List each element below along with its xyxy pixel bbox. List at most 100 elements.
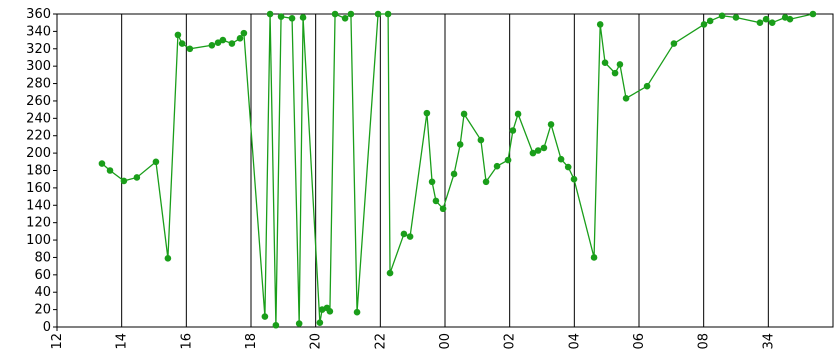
data-point: [174, 31, 182, 39]
data-point: [809, 10, 817, 18]
series-line: [101, 12, 814, 326]
x-tick-label: 12: [50, 333, 65, 350]
data-point: [106, 167, 114, 174]
data-point: [756, 19, 764, 26]
x-tick-label: 22: [373, 333, 388, 350]
data-point: [514, 110, 522, 118]
data-point: [706, 17, 714, 25]
x-tick-label: 14: [115, 333, 130, 350]
y-tick-label: 200: [26, 146, 51, 161]
data-point: [504, 156, 512, 164]
data-point: [482, 178, 490, 186]
data-point: [178, 40, 186, 47]
data-point: [353, 308, 361, 316]
data-point: [547, 121, 555, 128]
data-point: [400, 230, 408, 238]
data-point: [570, 175, 578, 183]
y-tick-label: 0: [43, 320, 51, 335]
data-point: [374, 10, 382, 18]
data-point: [406, 233, 414, 240]
data-point: [700, 21, 708, 28]
y-tick-label: 260: [26, 94, 51, 109]
data-point: [236, 35, 244, 42]
data-point: [601, 59, 609, 66]
data-point: [240, 29, 248, 37]
data-point: [261, 313, 269, 320]
x-tick-label: 20: [309, 333, 324, 350]
data-point: [208, 42, 216, 49]
data-point: [557, 155, 565, 163]
x-tick-label: 02: [503, 333, 518, 350]
data-point: [786, 15, 794, 23]
data-point: [670, 40, 678, 47]
x-tick-label: 06: [632, 333, 647, 350]
y-tick-label: 300: [26, 59, 51, 74]
data-point: [288, 15, 296, 22]
data-point: [277, 13, 285, 20]
y-tick-label: 180: [26, 164, 51, 179]
data-point: [529, 149, 537, 157]
y-tick-label: 240: [26, 111, 51, 126]
data-point: [152, 158, 160, 166]
y-tick-label: 20: [34, 303, 51, 318]
data-point: [450, 170, 458, 178]
y-tick-label: 140: [26, 198, 51, 213]
data-point: [460, 110, 468, 118]
y-tick-label: 100: [26, 233, 51, 248]
y-tick-label: 220: [26, 129, 51, 144]
data-point: [622, 95, 630, 102]
data-point: [164, 255, 172, 262]
data-point: [432, 197, 440, 205]
data-point: [331, 10, 339, 18]
y-tick-label: 120: [26, 216, 51, 231]
data-point: [762, 15, 770, 23]
y-tick-label: 160: [26, 181, 51, 196]
y-tick-label: 40: [34, 285, 51, 300]
x-tick-label: 18: [244, 333, 259, 350]
data-point: [98, 160, 106, 167]
data-point: [534, 147, 542, 154]
x-tick-label: 34: [761, 333, 776, 350]
y-tick-label: 280: [26, 77, 51, 92]
data-point: [386, 269, 394, 277]
y-tick-label: 320: [26, 42, 51, 57]
data-point: [214, 39, 222, 46]
x-tick-label: 16: [179, 333, 194, 350]
data-point: [456, 141, 464, 148]
data-point: [228, 40, 236, 47]
data-point: [219, 36, 227, 44]
data-point: [428, 178, 436, 186]
x-tick-label: 00: [438, 333, 453, 350]
data-point: [616, 61, 624, 68]
data-point: [120, 177, 128, 185]
x-tick-label: 08: [697, 333, 712, 350]
data-point: [295, 320, 303, 327]
y-tick-label: 340: [26, 24, 51, 39]
data-point: [732, 14, 740, 21]
data-point: [133, 174, 141, 181]
data-point: [326, 308, 334, 315]
data-point: [186, 45, 194, 53]
x-tick-label: 04: [567, 333, 582, 350]
y-tick-label: 60: [34, 268, 51, 283]
data-point: [643, 82, 651, 90]
y-tick-label: 360: [26, 7, 51, 22]
data-point: [341, 15, 349, 22]
data-point: [718, 12, 726, 20]
data-point: [611, 69, 619, 77]
data-point: [347, 10, 355, 18]
data-point: [266, 10, 274, 18]
data-point: [590, 254, 598, 261]
data-point: [509, 127, 517, 134]
data-point: [540, 144, 548, 152]
data-point: [596, 21, 604, 28]
data-point: [384, 10, 392, 18]
y-tick-label: 80: [34, 250, 51, 265]
data-point: [564, 163, 572, 171]
data-point: [299, 14, 307, 21]
data-point: [272, 321, 280, 329]
data-point: [316, 319, 324, 326]
data-point: [493, 162, 501, 170]
data-point: [423, 109, 431, 117]
